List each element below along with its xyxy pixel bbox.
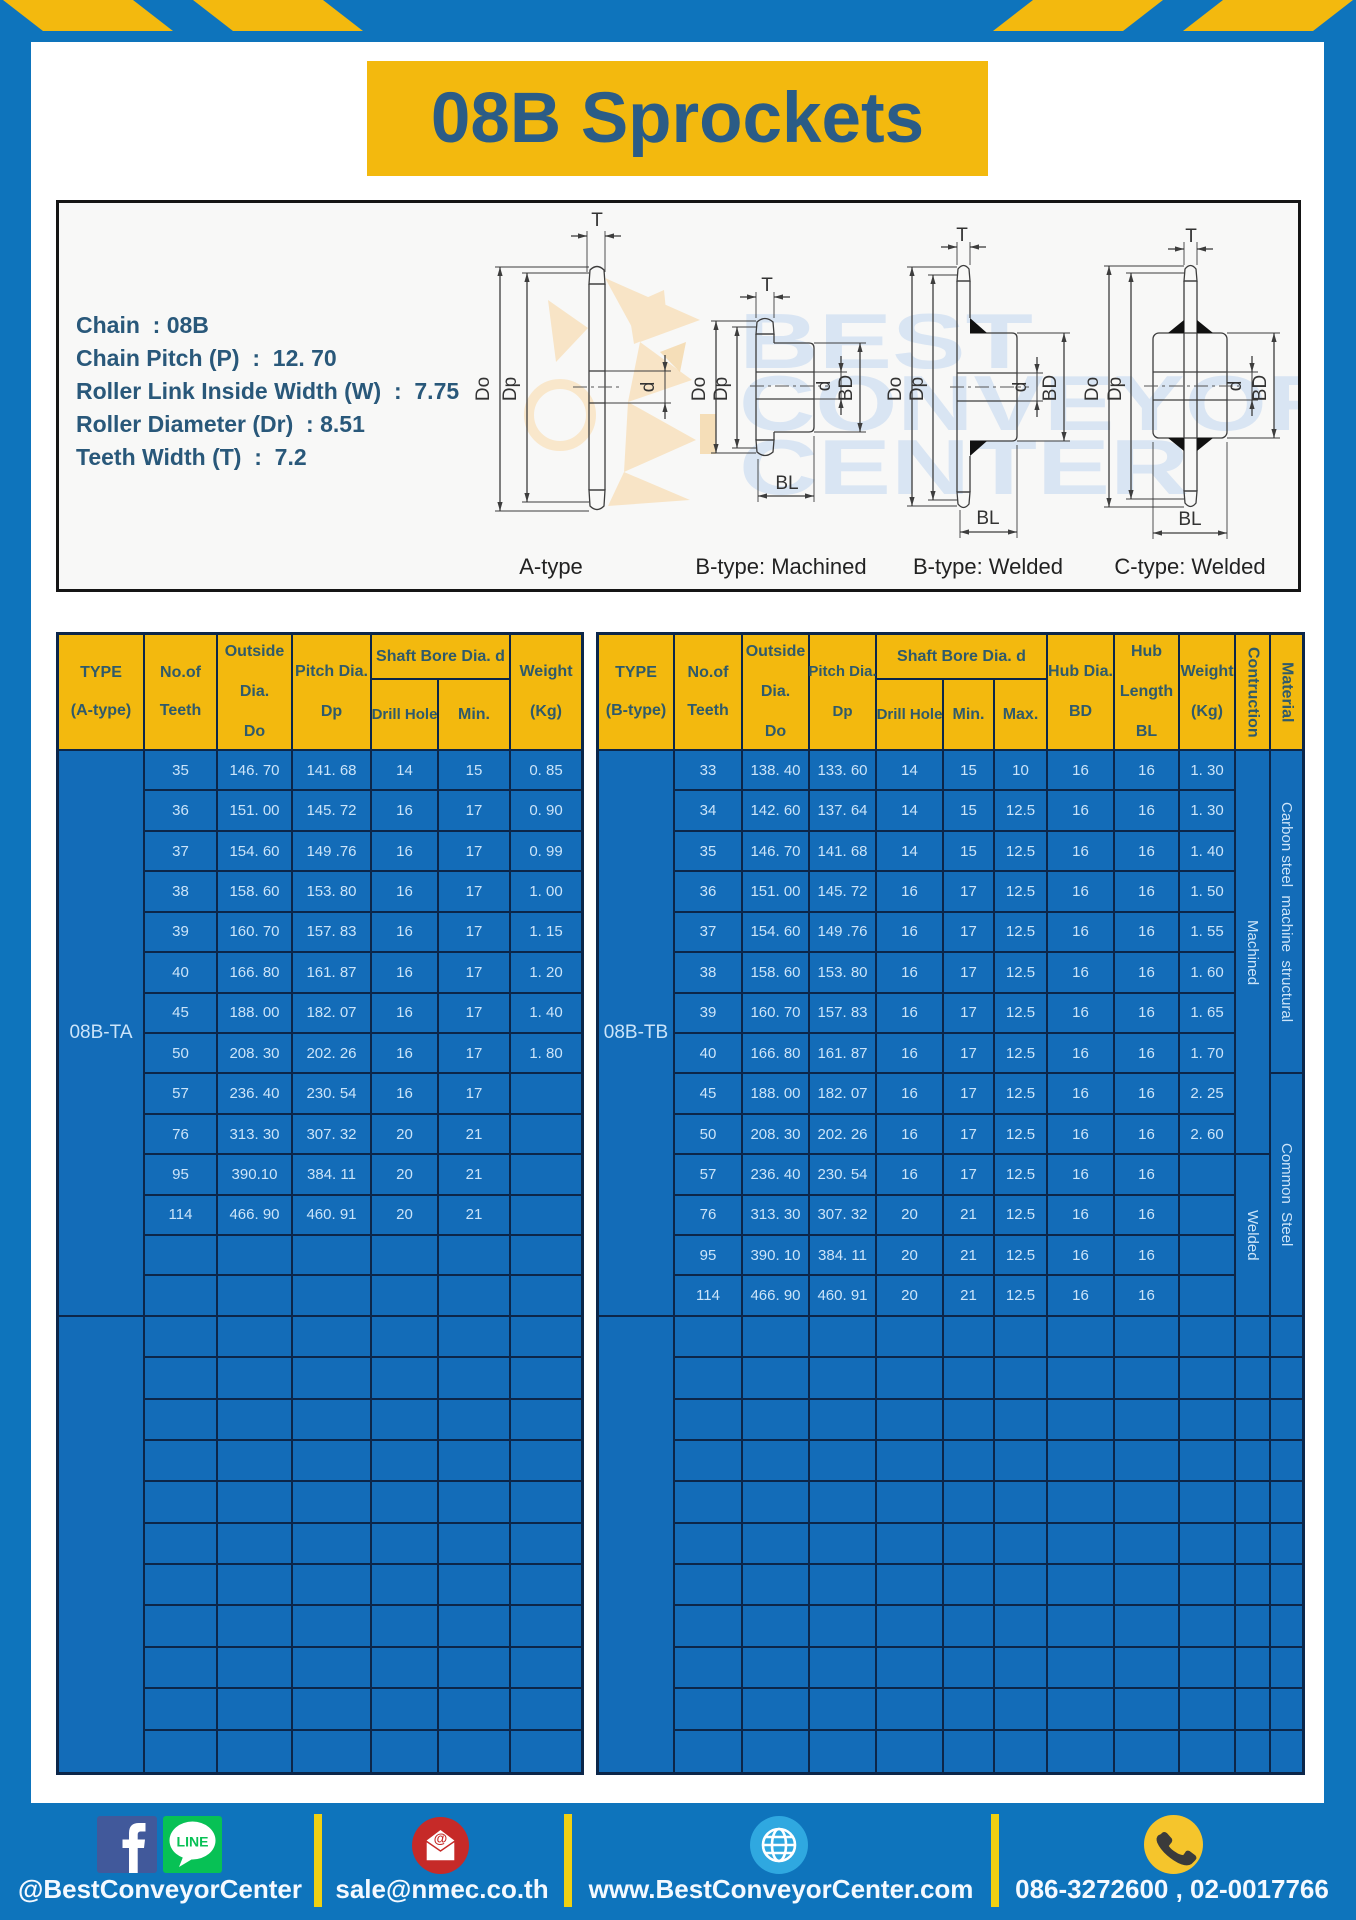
svg-text:BD: BD <box>1250 375 1271 401</box>
svg-text:Do: Do <box>885 377 906 401</box>
svg-text:T: T <box>761 275 773 296</box>
svg-text:BL: BL <box>976 508 999 529</box>
svg-text:Dp: Dp <box>907 377 928 401</box>
svg-text:LINE: LINE <box>177 1834 209 1850</box>
svg-text:T: T <box>591 210 603 231</box>
svg-text:BD: BD <box>1040 375 1061 401</box>
svg-text:B-type: Machined: B-type: Machined <box>695 554 866 579</box>
svg-text:T: T <box>956 225 968 246</box>
svg-text:Do: Do <box>473 377 494 401</box>
svg-text:T: T <box>1185 226 1197 247</box>
svg-text:d: d <box>1225 381 1246 392</box>
svg-text:BL: BL <box>1178 509 1201 530</box>
svg-text:B-type: Welded: B-type: Welded <box>913 554 1063 579</box>
svg-text:Dp: Dp <box>500 377 521 401</box>
svg-text:Do: Do <box>1082 377 1103 401</box>
svg-text:BD: BD <box>836 375 857 401</box>
svg-text:d: d <box>1010 382 1031 393</box>
svg-text:BEST: BEST <box>739 297 1033 385</box>
svg-text:Do: Do <box>689 377 710 401</box>
svg-text:d: d <box>638 382 659 393</box>
svg-text:d: d <box>814 381 835 392</box>
svg-text:C-type: Welded: C-type: Welded <box>1114 554 1265 579</box>
svg-text:A-type: A-type <box>519 554 583 579</box>
svg-text:@: @ <box>434 1830 448 1846</box>
svg-text:BL: BL <box>775 473 798 494</box>
svg-text:Dp: Dp <box>711 377 732 401</box>
svg-text:Dp: Dp <box>1105 377 1126 401</box>
